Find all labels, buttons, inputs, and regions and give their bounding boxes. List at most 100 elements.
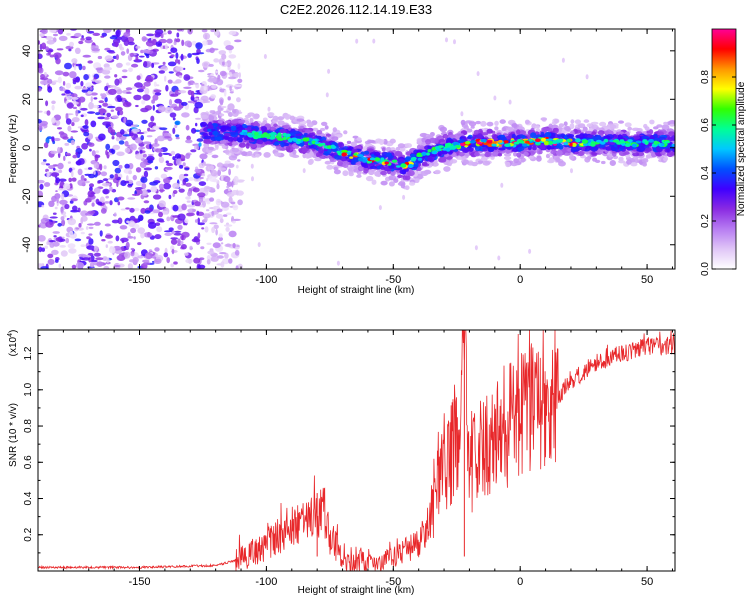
noise-blob — [195, 122, 198, 127]
ridge-cell — [380, 166, 385, 170]
noise-blob — [158, 152, 163, 157]
noise-blob — [116, 89, 123, 95]
noise-blob — [109, 200, 113, 206]
noise-blob — [218, 236, 223, 242]
noise-blob — [104, 75, 111, 79]
ridge-cell — [630, 162, 638, 167]
noise-blob — [197, 232, 201, 239]
noise-blob — [115, 29, 121, 37]
speckle — [445, 37, 448, 43]
noise-blob — [202, 100, 211, 103]
noise-blob — [104, 55, 113, 62]
noise-blob — [176, 158, 182, 166]
noise-blob — [206, 259, 211, 265]
noise-blob — [105, 234, 113, 239]
ridge-cell — [273, 152, 282, 157]
noise-blob — [130, 227, 137, 234]
noise-blob — [60, 250, 68, 257]
noise-blob — [75, 227, 80, 230]
noise-blob — [38, 118, 42, 124]
ridge-cell — [465, 147, 471, 152]
ridge-core-cell — [308, 137, 313, 142]
ridge-cell — [329, 158, 334, 163]
noise-blob — [90, 120, 97, 128]
ridge-cell — [210, 128, 216, 132]
noise-blob — [154, 148, 164, 153]
noise-blob — [71, 264, 77, 269]
noise-blob — [88, 167, 93, 170]
noise-blob — [237, 159, 241, 162]
ridge-cell — [413, 162, 419, 168]
ridge-cell — [661, 124, 670, 131]
noise-blob — [61, 236, 65, 239]
noise-blob — [118, 253, 122, 261]
ridge-core-cell — [358, 157, 364, 162]
noise-blob — [147, 231, 151, 238]
ridge-cell — [486, 128, 493, 134]
noise-blob — [115, 235, 120, 242]
noise-blob — [197, 264, 206, 269]
noise-blob — [186, 200, 191, 203]
noise-blob — [39, 33, 45, 37]
noise-blob — [218, 167, 227, 171]
noise-blob — [101, 69, 111, 75]
noise-blob — [53, 33, 58, 37]
noise-blob — [124, 140, 129, 147]
noise-blob — [74, 238, 82, 242]
spectrogram-marks — [38, 29, 675, 269]
speckle — [500, 182, 504, 188]
ridge-cell — [385, 147, 392, 152]
noise-blob — [80, 107, 88, 111]
noise-blob — [90, 96, 94, 103]
noise-blob — [51, 172, 60, 177]
ridge-cell — [325, 133, 331, 137]
noise-blob — [188, 208, 193, 213]
ridge-cell — [262, 117, 268, 121]
noise-blob — [60, 207, 64, 214]
ridge-cell — [524, 119, 530, 125]
ridge-core-cell — [391, 159, 398, 163]
noise-blob — [154, 234, 162, 240]
ridge-core-cell — [384, 161, 389, 165]
noise-blob — [226, 212, 232, 216]
noise-blob — [170, 263, 174, 268]
ridge-cell — [577, 123, 586, 129]
noise-blob — [109, 186, 113, 192]
noise-blob — [57, 188, 66, 191]
noise-blob — [228, 71, 232, 76]
ridge-cell — [556, 150, 563, 156]
ridge-cell — [439, 138, 446, 142]
ridge-core-cell — [631, 143, 638, 148]
noise-blob — [61, 93, 66, 96]
noise-blob — [143, 170, 149, 178]
ridge-cell — [351, 148, 358, 154]
noise-blob — [148, 129, 156, 132]
noise-blob — [109, 36, 118, 40]
noise-blob — [154, 166, 159, 170]
ridge-cell — [595, 135, 601, 140]
ridge-cell — [427, 145, 432, 150]
noise-blob — [229, 91, 234, 94]
ridge-cell — [263, 152, 271, 158]
noise-blob — [166, 162, 174, 167]
snr-axes: -150 -100 -50 0 50 0.2 0.4 0.6 0.8 1.0 1.2 — [23, 330, 675, 588]
noise-blob — [199, 257, 205, 261]
noise-blob — [147, 154, 154, 156]
ridge-cell — [285, 114, 290, 120]
noise-blob — [66, 102, 74, 109]
ridge-core-cell — [528, 139, 533, 142]
ridge-core-cell — [349, 156, 354, 159]
noise-blob — [199, 153, 208, 160]
noise-blob — [156, 84, 160, 87]
noise-blob — [128, 132, 134, 137]
noise-blob — [72, 154, 78, 159]
noise-blob — [168, 71, 174, 74]
noise-blob — [102, 178, 109, 182]
noise-blob — [181, 203, 187, 211]
noise-blob — [131, 124, 138, 128]
noise-blob — [191, 40, 197, 46]
noise-blob — [116, 62, 123, 68]
noise-blob — [64, 62, 72, 70]
noise-blob — [114, 173, 119, 180]
speckle — [402, 194, 406, 200]
